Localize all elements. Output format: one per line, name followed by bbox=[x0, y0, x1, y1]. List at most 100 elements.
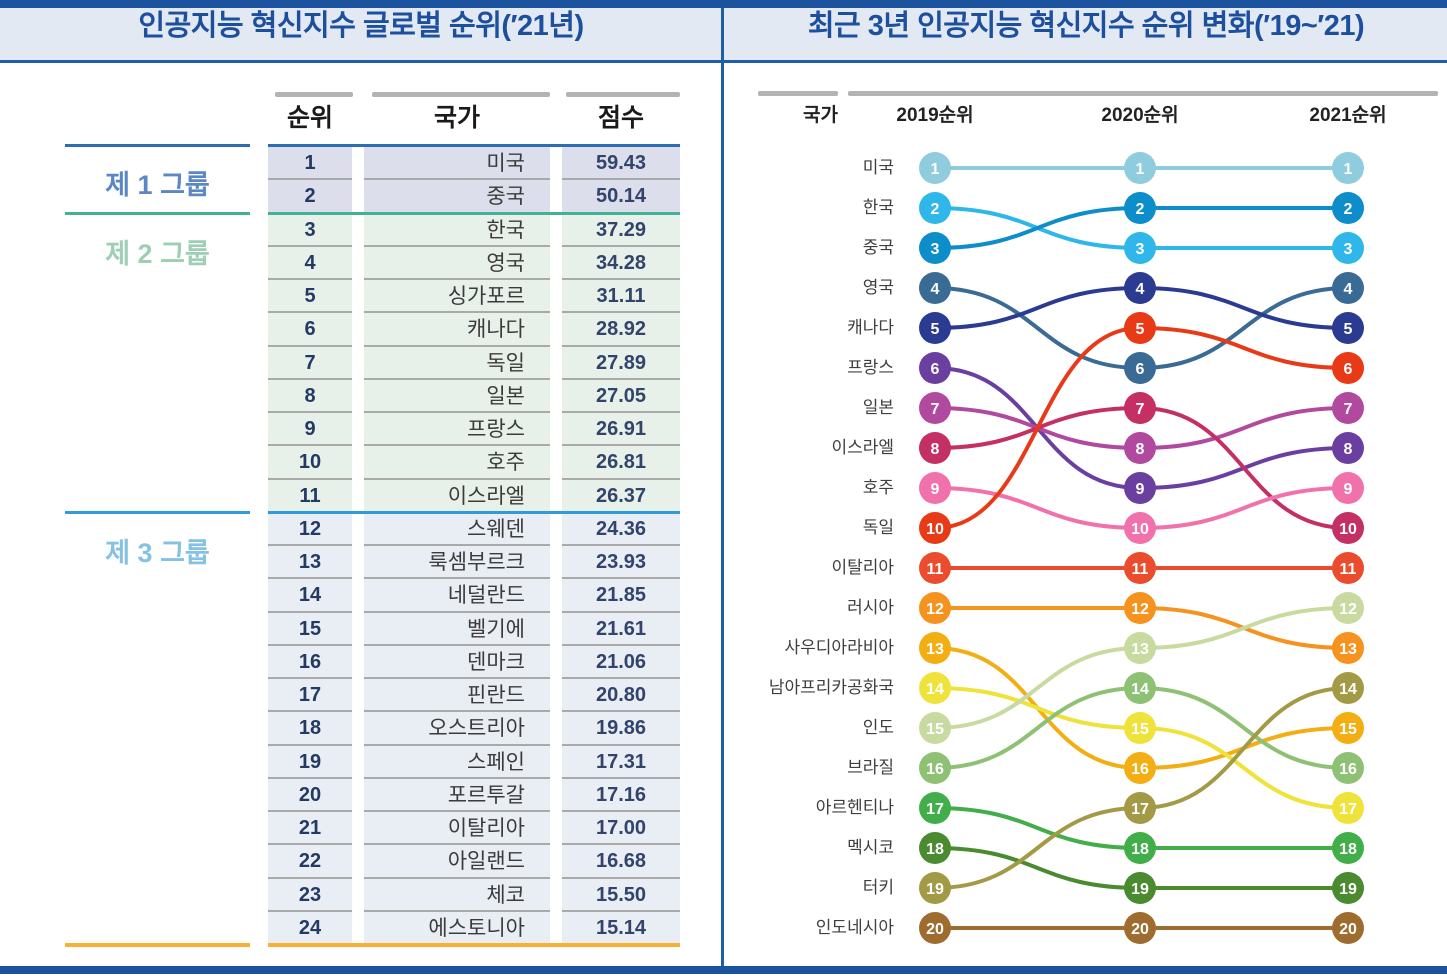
rank-node bbox=[919, 672, 951, 704]
rank-node-number: 19 bbox=[926, 881, 944, 898]
row-divider bbox=[268, 843, 352, 846]
row-divider bbox=[562, 610, 680, 613]
rank-node-number: 20 bbox=[1339, 921, 1357, 938]
row-divider bbox=[364, 444, 550, 447]
row-divider bbox=[268, 377, 352, 380]
rank-node bbox=[1124, 152, 1156, 184]
row-divider bbox=[364, 776, 550, 779]
rank-node-number: 5 bbox=[1344, 321, 1353, 338]
table-cell-score: 34.28 bbox=[562, 246, 680, 280]
group-separator bbox=[268, 211, 680, 215]
rank-node bbox=[1124, 792, 1156, 824]
row-divider bbox=[562, 843, 680, 846]
chart-country-label: 러시아 bbox=[847, 598, 894, 617]
rank-column-rule bbox=[275, 92, 353, 97]
table-cell-rank: 18 bbox=[268, 712, 352, 746]
rank-node-number: 1 bbox=[931, 161, 940, 178]
rank-node-number: 4 bbox=[1344, 281, 1353, 298]
rank-node-number: 12 bbox=[1131, 601, 1149, 618]
chart-country-label: 영국 bbox=[862, 278, 894, 297]
chart-country-header: 국가 bbox=[803, 105, 838, 126]
table-cell-score: 59.43 bbox=[562, 147, 680, 181]
table-cell-rank: 8 bbox=[268, 379, 352, 413]
rank-node-number: 19 bbox=[1339, 881, 1357, 898]
table-cell-score: 17.31 bbox=[562, 745, 680, 779]
rank-node bbox=[919, 232, 951, 264]
row-divider bbox=[364, 344, 550, 347]
table-cell-rank: 15 bbox=[268, 612, 352, 646]
row-divider bbox=[268, 743, 352, 746]
chart-country-label: 일본 bbox=[862, 398, 894, 417]
rank-node-number: 8 bbox=[931, 441, 940, 458]
row-divider bbox=[562, 444, 680, 447]
table-cell-country: 포르투갈 bbox=[364, 778, 550, 812]
row-divider bbox=[364, 909, 550, 912]
chart-country-label: 중국 bbox=[862, 238, 894, 257]
row-divider bbox=[562, 278, 680, 280]
table-cell-rank: 17 bbox=[268, 679, 352, 713]
chart-country-column-rule bbox=[758, 91, 838, 96]
row-divider bbox=[268, 178, 352, 181]
table-cell-rank: 1 bbox=[268, 147, 352, 181]
chart-country-label: 남아프리카공화국 bbox=[768, 678, 894, 697]
top-border-bar bbox=[0, 0, 1447, 8]
table-cell-country: 벨기에 bbox=[364, 612, 550, 646]
group-separator bbox=[65, 144, 250, 147]
row-divider bbox=[268, 677, 352, 679]
rank-node-number: 15 bbox=[1339, 721, 1357, 738]
chart-country-label: 한국 bbox=[862, 198, 894, 217]
rank-node-number: 1 bbox=[1344, 161, 1353, 178]
table-cell-score: 16.68 bbox=[562, 845, 680, 879]
table-cell-rank: 10 bbox=[268, 446, 352, 480]
table-cell-country: 룩셈부르크 bbox=[364, 546, 550, 580]
rank-node-number: 3 bbox=[1344, 241, 1353, 258]
table-cell-country: 독일 bbox=[364, 346, 550, 380]
row-divider bbox=[268, 278, 352, 280]
row-divider bbox=[364, 477, 550, 480]
table-cell-rank: 21 bbox=[268, 812, 352, 846]
chart-country-label: 프랑스 bbox=[847, 358, 894, 377]
rank-node bbox=[919, 592, 951, 624]
table-cell-rank: 7 bbox=[268, 346, 352, 380]
table-cell-rank: 14 bbox=[268, 579, 352, 613]
rank-node-number: 14 bbox=[1339, 681, 1357, 698]
table-cell-score: 50.14 bbox=[562, 180, 680, 214]
row-divider bbox=[268, 244, 352, 247]
rank-node-number: 16 bbox=[926, 761, 944, 778]
row-divider bbox=[562, 810, 680, 812]
row-divider bbox=[364, 710, 550, 713]
table-cell-score: 23.93 bbox=[562, 546, 680, 580]
rank-node-number: 13 bbox=[1339, 641, 1357, 658]
table-cell-score: 21.85 bbox=[562, 579, 680, 613]
country-column-rule bbox=[372, 92, 550, 97]
rank-node bbox=[919, 272, 951, 304]
rank-node-number: 3 bbox=[1136, 241, 1145, 258]
panel-divider bbox=[721, 8, 724, 966]
table-cell-country: 캐나다 bbox=[364, 313, 550, 347]
table-cell-score: 15.50 bbox=[562, 878, 680, 912]
row-divider bbox=[268, 577, 352, 580]
table-cell-score: 24.36 bbox=[562, 512, 680, 546]
table-cell-rank: 5 bbox=[268, 280, 352, 314]
table-cell-score: 21.61 bbox=[562, 612, 680, 646]
rank-node bbox=[1332, 232, 1364, 264]
rank-node bbox=[1332, 792, 1364, 824]
table-cell-rank: 3 bbox=[268, 213, 352, 247]
group-label: 제 2 그룹 bbox=[105, 238, 210, 269]
table-cell-country: 아일랜드 bbox=[364, 845, 550, 879]
chart-country-label: 인도네시아 bbox=[815, 918, 894, 937]
table-cell-rank: 11 bbox=[268, 479, 352, 513]
row-divider bbox=[364, 643, 550, 646]
rank-node bbox=[1332, 512, 1364, 544]
table-cell-country: 일본 bbox=[364, 379, 550, 413]
table-cell-rank: 2 bbox=[268, 180, 352, 214]
rank-node-number: 16 bbox=[1339, 761, 1357, 778]
chart-2021-header: 2021순위 bbox=[1309, 105, 1387, 126]
table-cell-country: 덴마크 bbox=[364, 645, 550, 679]
rank-node-number: 18 bbox=[1339, 841, 1357, 858]
chart-2019-header: 2019순위 bbox=[896, 105, 974, 126]
row-divider bbox=[562, 477, 680, 480]
table-cell-score: 27.89 bbox=[562, 346, 680, 380]
rank-node bbox=[1124, 872, 1156, 904]
